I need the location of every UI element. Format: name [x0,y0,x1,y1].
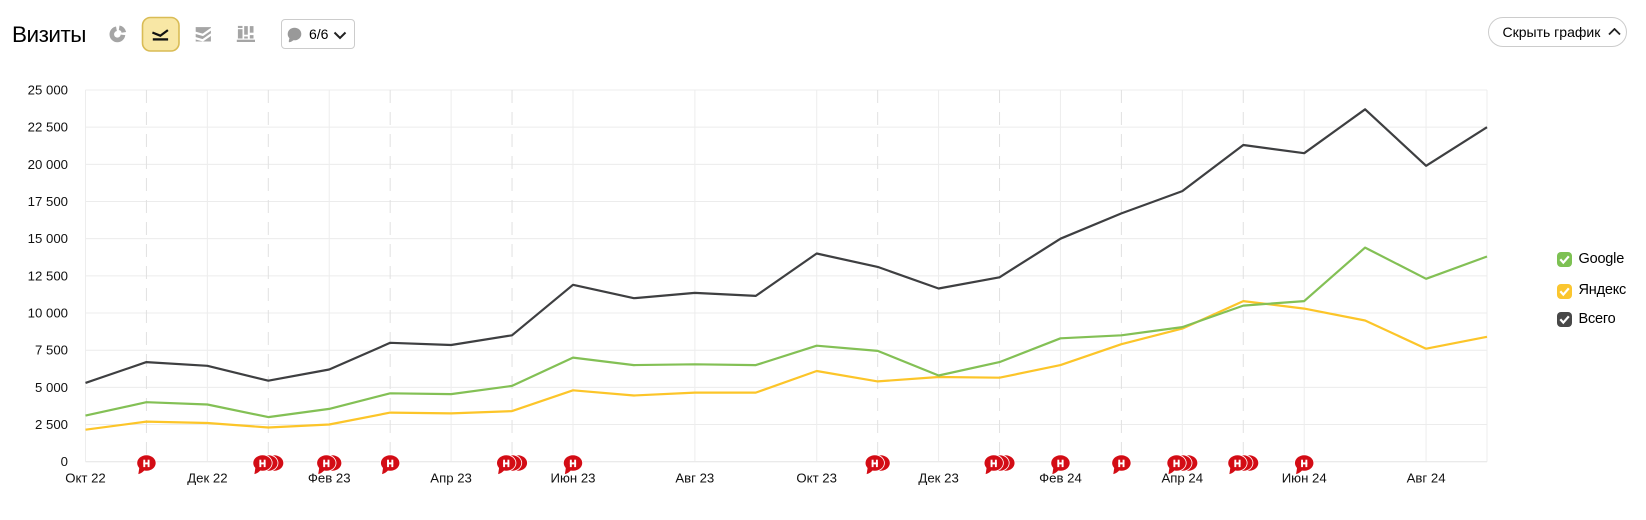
svg-text:Июн 24: Июн 24 [1282,470,1327,485]
svg-text:2 500: 2 500 [35,417,68,432]
svg-text:Авг 23: Авг 23 [675,470,714,485]
svg-text:17 500: 17 500 [28,194,68,209]
svg-text:25 000: 25 000 [28,82,68,97]
svg-text:Окт 22: Окт 22 [65,470,106,485]
svg-text:Апр 24: Апр 24 [1161,470,1203,485]
svg-text:Окт 23: Окт 23 [796,470,837,485]
svg-text:10 000: 10 000 [28,305,68,320]
svg-text:22 500: 22 500 [28,120,68,135]
svg-text:Апр 23: Апр 23 [430,470,472,485]
svg-text:15 000: 15 000 [28,231,68,246]
svg-text:Дек 23: Дек 23 [918,470,958,485]
svg-text:5 000: 5 000 [35,380,68,395]
svg-text:Дек 22: Дек 22 [187,470,227,485]
svg-text:0: 0 [61,454,68,469]
svg-text:Фев 23: Фев 23 [308,470,351,485]
svg-text:7 500: 7 500 [35,343,68,358]
svg-text:20 000: 20 000 [28,157,68,172]
svg-text:12 500: 12 500 [28,268,68,283]
svg-text:Июн 23: Июн 23 [551,470,596,485]
svg-text:Авг 24: Авг 24 [1407,470,1446,485]
svg-text:Фев 24: Фев 24 [1039,470,1082,485]
